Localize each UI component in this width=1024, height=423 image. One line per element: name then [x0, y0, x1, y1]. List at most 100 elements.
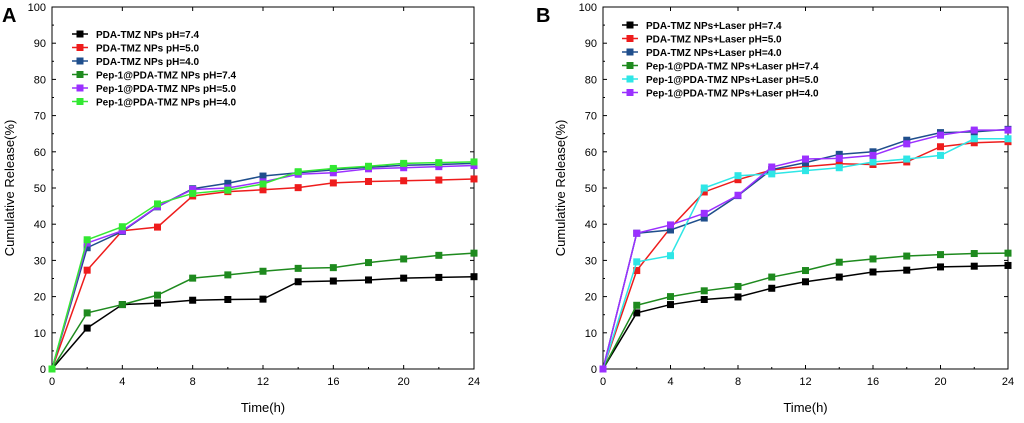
panel-a-series-pep-1-pda-tmz-nps-ph-4-0-point	[470, 158, 478, 166]
panel-b-legend-label: PDA-TMZ NPs+Laser pH=7.4	[646, 21, 782, 32]
panel-b-legend-label: Pep-1@PDA-TMZ NPs+Laser pH=5.0	[646, 75, 819, 86]
panel-b-series-pda-tmz-nps-laser-ph-4-0-point	[835, 150, 843, 158]
panel-a-x-axis-label: Time(h)	[241, 400, 285, 415]
panel-b-series-pda-tmz-nps-laser-ph-4-0-point	[667, 226, 674, 234]
panel-b-series-pda-tmz-nps-laser-ph-4-0-point	[903, 136, 911, 144]
panel-b-series-pep-1-pda-tmz-nps-laser-ph-5-0-point	[869, 158, 877, 166]
panel-a-series-pda-tmz-nps-ph-4-0-line	[51, 162, 475, 370]
panel-a-series-pep-1-pda-tmz-nps-ph-4-0	[48, 158, 478, 373]
panel-a-y-tick-label: 10	[34, 328, 46, 340]
panel-b-series-pep-1-pda-tmz-nps-laser-ph-4-0-point	[835, 154, 843, 162]
panel-b-series-pda-tmz-nps-laser-ph-5-0-point	[970, 139, 978, 147]
panel-b-series-pep-1-pda-tmz-nps-laser-ph-7-4-point	[802, 267, 809, 275]
panel-a-series-pep-1-pda-tmz-nps-ph-4-0-point	[294, 168, 302, 176]
panel-b-series-pep-1-pda-tmz-nps-laser-ph-4-0-point	[599, 365, 607, 373]
panel-b-series-pep-1-pda-tmz-nps-laser-ph-7-4-point	[970, 250, 978, 258]
panel-b-series-pep-1-pda-tmz-nps-laser-ph-7-4-point	[700, 287, 708, 295]
panel-a-x-tick-label: 24	[468, 376, 480, 388]
panel-a-series-pep-1-pda-tmz-nps-ph-7-4-point	[400, 255, 408, 263]
panel-b: B 0 10 20 30 40 50 60 70 80 90 100 0 4 8 12 16 20 24 Time(h…	[536, 2, 1014, 415]
panel-b-x-axis-label: Time(h)	[783, 400, 827, 415]
panel-b-series-pep-1-pda-tmz-nps-laser-ph-7-4-point	[734, 282, 742, 290]
panel-b-series-pda-tmz-nps-laser-ph-5-0-point	[734, 176, 742, 184]
panel-b-y-tick-label: 10	[585, 328, 597, 340]
panel-a-legend-label: PDA-TMZ NPs pH=4.0	[96, 57, 200, 68]
panel-a-series-pda-tmz-nps-ph-5-0-point	[259, 186, 267, 194]
panel-b-series-pda-tmz-nps-laser-ph-7-4-point	[869, 268, 877, 276]
panel-a-series-pda-tmz-nps-ph-7-4	[48, 273, 478, 373]
panel-b-y-tick-label: 100	[579, 2, 597, 14]
panel-b-y-tick-label: 90	[585, 38, 597, 50]
panel-a-x-tick-label: 4	[119, 376, 125, 388]
panel-b-series-pda-tmz-nps-laser-ph-7-4-point	[937, 263, 944, 271]
panel-b-legend-label: PDA-TMZ NPs+Laser pH=5.0	[646, 35, 782, 46]
panel-a-series-pep-1-pda-tmz-nps-ph-7-4-point	[365, 259, 372, 267]
panel-b-series-pep-1-pda-tmz-nps-laser-ph-7-4-point	[869, 255, 877, 263]
panel-a-series-pep-1-pda-tmz-nps-ph-5-0	[48, 162, 478, 373]
panel-b-series-pep-1-pda-tmz-nps-laser-ph-7-4-point	[667, 293, 674, 301]
panel-b-x-tick-label: 0	[600, 376, 606, 388]
panel-b-series-pep-1-pda-tmz-nps-laser-ph-7-4-point	[903, 252, 911, 260]
panel-a-series-pda-tmz-nps-ph-5-0-point	[470, 175, 478, 183]
panel-b-series-pep-1-pda-tmz-nps-laser-ph-5-0-point	[835, 164, 843, 172]
panel-a-series-pep-1-pda-tmz-nps-ph-7-4-point	[329, 264, 337, 272]
panel-a-legend-marker	[76, 44, 84, 51]
panel-a-series-pda-tmz-nps-ph-5-0-point	[365, 177, 372, 185]
panel-a-x-tick-label: 0	[49, 376, 55, 388]
panel-b-legend-marker	[626, 21, 634, 29]
panel-b-legend-marker	[626, 75, 634, 83]
panel-b-series-pep-1-pda-tmz-nps-laser-ph-4-0-point	[937, 131, 944, 139]
panel-b-series-pep-1-pda-tmz-nps-laser-ph-4-0-point	[633, 229, 641, 237]
panel-b-y-axis-label: Cumulative Release(%)	[553, 120, 568, 257]
panel-b-series-pda-tmz-nps-laser-ph-5-0-point	[937, 143, 944, 151]
panel-a-letter: A	[2, 5, 16, 27]
panel-a-series-pep-1-pda-tmz-nps-ph-7-4-point	[189, 274, 197, 282]
panel-a-series-pda-tmz-nps-ph-7-4-point	[294, 278, 302, 286]
panel-a-series-pep-1-pda-tmz-nps-ph-5-0-point	[329, 169, 337, 177]
panel-a-series-pda-tmz-nps-ph-7-4-point	[224, 295, 232, 303]
panel-b-series-pep-1-pda-tmz-nps-laser-ph-5-0-point	[802, 167, 809, 175]
panel-b-series-pda-tmz-nps-laser-ph-7-4	[599, 261, 1012, 373]
panel-a-series-pep-1-pda-tmz-nps-ph-7-4-point	[259, 267, 267, 275]
panel-b-series-pep-1-pda-tmz-nps-laser-ph-4-0-point	[667, 221, 674, 229]
panel-a-legend-marker	[76, 98, 84, 105]
panel-a-series-pep-1-pda-tmz-nps-ph-4-0-point	[83, 236, 91, 244]
panel-a-y-tick-label: 30	[34, 255, 46, 267]
panel-b-series-pda-tmz-nps-laser-ph-7-4-point	[768, 284, 776, 292]
panel-b-series-pda-tmz-nps-laser-ph-5-0-point	[633, 267, 641, 275]
panel-b-x-tick-label: 4	[667, 376, 673, 388]
panel-a-series-pda-tmz-nps-ph-4-0-point	[224, 179, 232, 187]
panel-a-series-pep-1-pda-tmz-nps-ph-5-0-point	[400, 164, 408, 172]
panel-a-series-pep-1-pda-tmz-nps-ph-7-4-point	[470, 249, 478, 257]
panel-b-y-tick-label: 60	[585, 147, 597, 159]
panel-a-x-tick-label: 12	[257, 376, 269, 388]
panel-a-series-pep-1-pda-tmz-nps-ph-4-0-point	[224, 186, 232, 194]
panel-a-series-pda-tmz-nps-ph-4-0-point	[83, 244, 91, 252]
panel-b-series-pda-tmz-nps-laser-ph-7-4-point	[633, 309, 641, 317]
panel-a-series-pda-tmz-nps-ph-7-4-line	[51, 275, 475, 370]
panel-b-series-pep-1-pda-tmz-nps-laser-ph-7-4-point	[835, 258, 843, 266]
panel-b-y-tick-label: 20	[585, 292, 597, 304]
panel-b-legend-label: Pep-1@PDA-TMZ NPs+Laser pH=7.4	[646, 62, 819, 73]
panel-a-series-pda-tmz-nps-ph-7-4-point	[365, 276, 372, 284]
panel-a-series-pda-tmz-nps-ph-7-4-point	[154, 299, 161, 307]
panel-a-series-pda-tmz-nps-ph-7-4-point	[189, 296, 197, 304]
panel-b-x-tick-label: 12	[799, 376, 811, 388]
panel-b-series-pep-1-pda-tmz-nps-laser-ph-7-4-point	[937, 251, 944, 259]
panel-a-x-tick-label: 16	[327, 376, 339, 388]
panel-b-series-pep-1-pda-tmz-nps-laser-ph-5-0-point	[734, 172, 742, 180]
panel-b-series-pep-1-pda-tmz-nps-laser-ph-7-4-point	[633, 301, 641, 309]
panel-a-series-pep-1-pda-tmz-nps-ph-7-4-point	[224, 271, 232, 279]
panel-b-series-pep-1-pda-tmz-nps-laser-ph-4-0-point	[1004, 126, 1012, 134]
panel-a-series-pep-1-pda-tmz-nps-ph-4-0-point	[118, 223, 126, 231]
panel-b-series-pda-tmz-nps-laser-ph-5-0-point	[802, 163, 809, 171]
panel-a-series-pda-tmz-nps-ph-5-0-point	[400, 177, 408, 185]
panel-b-series-pda-tmz-nps-laser-ph-4-0-point	[802, 159, 809, 167]
panel-a-series-pep-1-pda-tmz-nps-ph-7-4-point	[118, 301, 126, 309]
panel-b-x-tick-label: 8	[735, 376, 741, 388]
panel-a-legend-label: Pep-1@PDA-TMZ NPs pH=4.0	[96, 98, 236, 109]
panel-a-series-pep-1-pda-tmz-nps-ph-7-4-point	[154, 291, 161, 299]
panel-a-series-pda-tmz-nps-ph-7-4-point	[435, 273, 443, 281]
panel-b-y-tick-label: 50	[585, 183, 597, 195]
panel-b-series-pep-1-pda-tmz-nps-laser-ph-5-0-point	[633, 258, 641, 266]
